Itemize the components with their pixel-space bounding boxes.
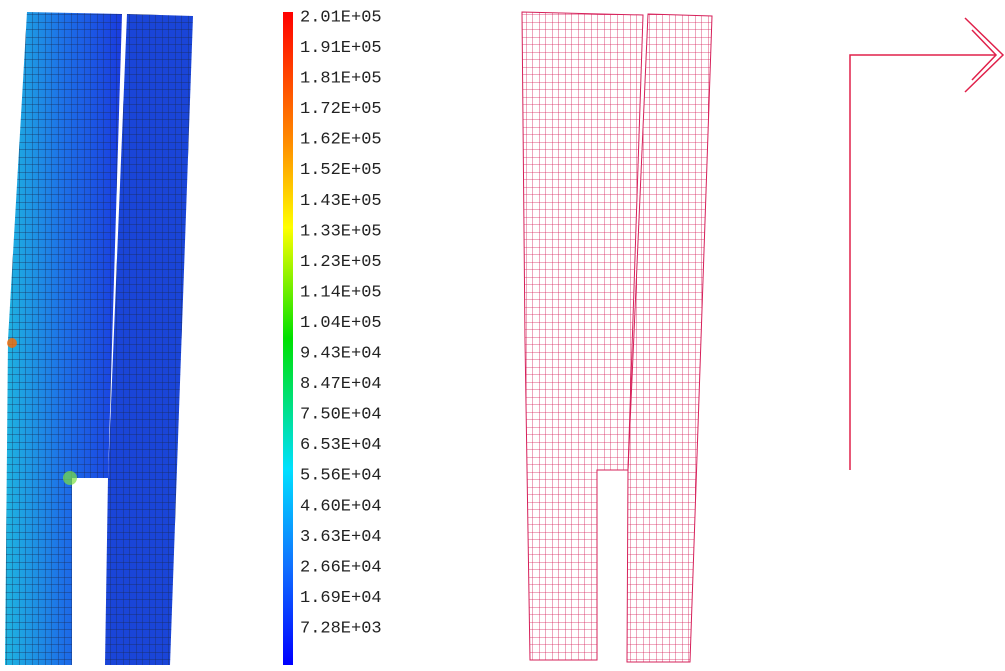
legend-label: 1.04E+05 [300,314,382,333]
contour-plot [5,12,193,665]
legend-label: 1.72E+05 [300,100,382,119]
legend-label: 1.52E+05 [300,161,382,180]
legend-label: 3.63E+04 [300,528,382,547]
legend-label: 7.50E+04 [300,406,382,425]
legend-label: 1.91E+05 [300,39,382,58]
mesh-plot [521,11,713,663]
legend-label: 7.28E+03 [300,619,382,638]
legend-label: 4.60E+04 [300,497,382,516]
legend-label: 8.47E+04 [300,375,382,394]
legend-label: 1.69E+04 [300,589,382,608]
legend-labels: 2.01E+05 1.91E+05 1.81E+05 1.72E+05 1.62E+05… [300,8,382,638]
legend-label: 1.33E+05 [300,222,382,241]
color-bar [283,12,293,665]
legend-label: 1.62E+05 [300,131,382,150]
legend-label: 9.43E+04 [300,345,382,364]
legend-label: 6.53E+04 [300,436,382,455]
legend-label: 1.81E+05 [300,70,382,89]
legend-label: 1.14E+05 [300,283,382,302]
legend-label: 2.01E+05 [300,8,382,27]
legend-label: 2.66E+04 [300,558,382,577]
legend-label: 1.43E+05 [300,192,382,211]
axis-arrow [849,17,1005,470]
legend-label: 1.23E+05 [300,253,382,272]
legend-label: 5.56E+04 [300,467,382,486]
